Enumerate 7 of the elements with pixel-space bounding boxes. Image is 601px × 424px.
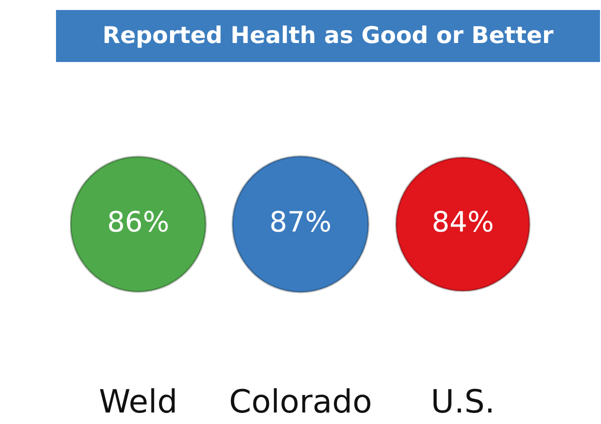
category-label: Colorado	[228, 382, 372, 420]
text: Reported Health as Good or Better	[56, 10, 600, 62]
data-label: 87%	[269, 205, 332, 238]
category-label: U.S.	[430, 382, 495, 420]
category-label: Weld	[98, 382, 178, 420]
data-label: 84%	[432, 205, 494, 238]
data-label: 86%	[107, 205, 170, 238]
